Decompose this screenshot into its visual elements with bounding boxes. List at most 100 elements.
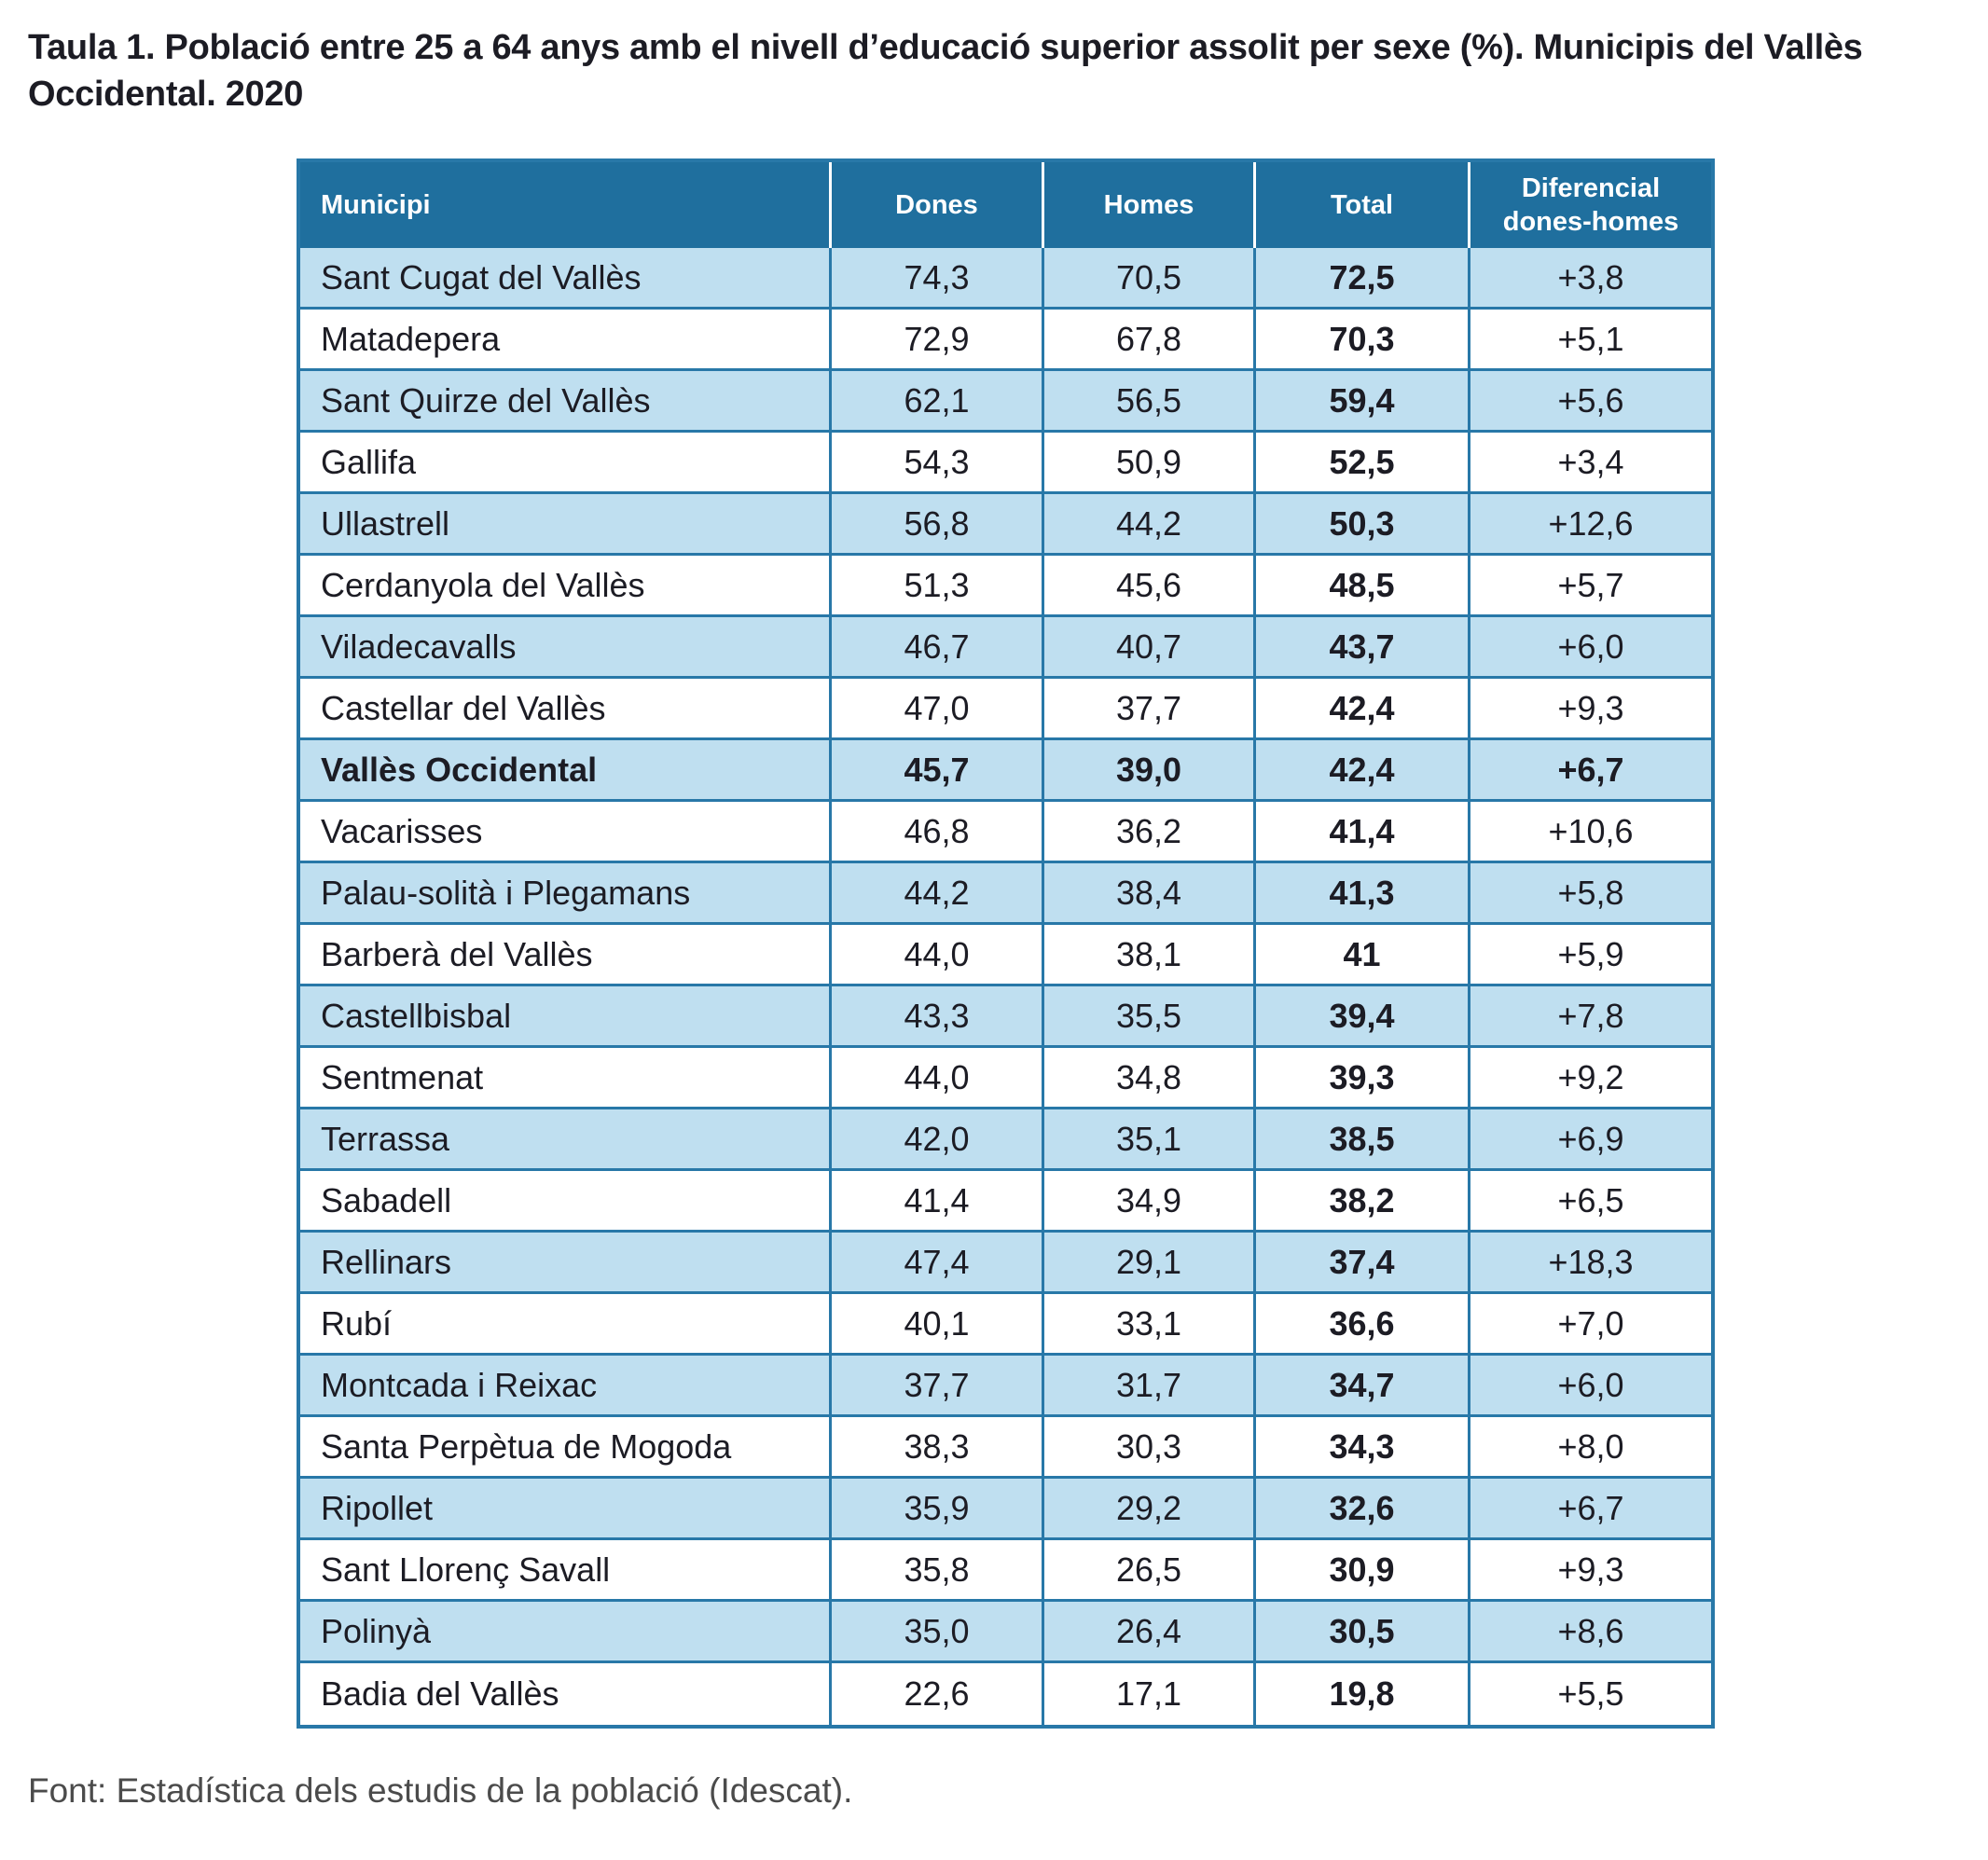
table-row: Polinyà 35,0 26,4 30,5 +8,6 (300, 1602, 1711, 1664)
table-row: Palau-solità i Plegamans 44,2 38,4 41,3 … (300, 863, 1711, 926)
cell-homes: 56,5 (1044, 371, 1256, 434)
table-row: Castellbisbal 43,3 35,5 39,4 +7,8 (300, 986, 1711, 1049)
cell-homes: 33,1 (1044, 1294, 1256, 1357)
cell-total: 59,4 (1256, 371, 1470, 434)
cell-total: 39,3 (1256, 1048, 1470, 1110)
cell-municipi: Badia del Vallès (300, 1663, 832, 1726)
cell-dones: 38,3 (832, 1417, 1044, 1480)
table-row: Rellinars 47,4 29,1 37,4 +18,3 (300, 1233, 1711, 1295)
cell-diferencial: +9,3 (1470, 1540, 1711, 1603)
cell-total: 52,5 (1256, 433, 1470, 495)
cell-dones: 43,3 (832, 986, 1044, 1049)
cell-municipi: Sant Llorenç Savall (300, 1540, 832, 1603)
table-body: Sant Cugat del Vallès 74,3 70,5 72,5 +3,… (300, 248, 1711, 1726)
table-row: Matadepera 72,9 67,8 70,3 +5,1 (300, 310, 1711, 372)
cell-homes: 31,7 (1044, 1356, 1256, 1418)
cell-dones: 72,9 (832, 310, 1044, 372)
table-row: Terrassa 42,0 35,1 38,5 +6,9 (300, 1109, 1711, 1172)
cell-dones: 35,8 (832, 1540, 1044, 1603)
cell-dones: 44,0 (832, 1048, 1044, 1110)
table-row: Sant Cugat del Vallès 74,3 70,5 72,5 +3,… (300, 248, 1711, 310)
cell-homes: 35,5 (1044, 986, 1256, 1049)
table-header: Municipi Dones Homes Total Diferencial d… (300, 162, 1711, 249)
table-row: Sentmenat 44,0 34,8 39,3 +9,2 (300, 1048, 1711, 1110)
cell-homes: 26,4 (1044, 1602, 1256, 1664)
cell-municipi: Palau-solità i Plegamans (300, 863, 832, 926)
cell-total: 41,3 (1256, 863, 1470, 926)
cell-municipi: Polinyà (300, 1602, 832, 1664)
cell-municipi: Sabadell (300, 1171, 832, 1233)
cell-total: 30,9 (1256, 1540, 1470, 1603)
cell-dones: 42,0 (832, 1109, 1044, 1172)
cell-municipi: Cerdanyola del Vallès (300, 556, 832, 618)
cell-homes: 67,8 (1044, 310, 1256, 372)
cell-dones: 35,0 (832, 1602, 1044, 1664)
cell-total: 41 (1256, 925, 1470, 987)
cell-homes: 45,6 (1044, 556, 1256, 618)
cell-municipi: Sentmenat (300, 1048, 832, 1110)
column-header-municipi: Municipi (300, 162, 832, 249)
cell-municipi: Viladecavalls (300, 617, 832, 680)
cell-total: 42,4 (1256, 679, 1470, 741)
cell-diferencial: +3,8 (1470, 248, 1711, 310)
cell-homes: 38,1 (1044, 925, 1256, 987)
table-row: Sant Llorenç Savall 35,8 26,5 30,9 +9,3 (300, 1540, 1711, 1603)
cell-municipi: Rubí (300, 1294, 832, 1357)
cell-homes: 34,8 (1044, 1048, 1256, 1110)
cell-municipi: Vallès Occidental (300, 740, 832, 803)
column-header-diferencial: Diferencial dones-homes (1470, 162, 1711, 249)
table-row: Ullastrell 56,8 44,2 50,3 +12,6 (300, 494, 1711, 557)
cell-homes: 70,5 (1044, 248, 1256, 310)
cell-diferencial: +12,6 (1470, 494, 1711, 557)
cell-homes: 40,7 (1044, 617, 1256, 680)
cell-homes: 29,2 (1044, 1479, 1256, 1541)
cell-diferencial: +6,0 (1470, 617, 1711, 680)
cell-diferencial: +6,7 (1470, 740, 1711, 803)
table-row: Badia del Vallès 22,6 17,1 19,8 +5,5 (300, 1663, 1711, 1726)
cell-dones: 35,9 (832, 1479, 1044, 1541)
cell-diferencial: +5,1 (1470, 310, 1711, 372)
cell-dones: 44,0 (832, 925, 1044, 987)
table-row: Barberà del Vallès 44,0 38,1 41 +5,9 (300, 925, 1711, 987)
cell-diferencial: +6,0 (1470, 1356, 1711, 1418)
column-header-total: Total (1256, 162, 1470, 249)
cell-municipi: Gallifa (300, 433, 832, 495)
cell-dones: 54,3 (832, 433, 1044, 495)
table-row: Santa Perpètua de Mogoda 38,3 30,3 34,3 … (300, 1417, 1711, 1480)
table-row: Castellar del Vallès 47,0 37,7 42,4 +9,3 (300, 679, 1711, 741)
cell-dones: 22,6 (832, 1663, 1044, 1726)
cell-homes: 44,2 (1044, 494, 1256, 557)
cell-homes: 26,5 (1044, 1540, 1256, 1603)
cell-dones: 44,2 (832, 863, 1044, 926)
cell-diferencial: +7,0 (1470, 1294, 1711, 1357)
cell-diferencial: +7,8 (1470, 986, 1711, 1049)
table-row: Sabadell 41,4 34,9 38,2 +6,5 (300, 1171, 1711, 1233)
cell-municipi: Sant Cugat del Vallès (300, 248, 832, 310)
cell-total: 70,3 (1256, 310, 1470, 372)
cell-dones: 62,1 (832, 371, 1044, 434)
cell-total: 38,2 (1256, 1171, 1470, 1233)
cell-municipi: Santa Perpètua de Mogoda (300, 1417, 832, 1480)
cell-total: 43,7 (1256, 617, 1470, 680)
cell-diferencial: +6,7 (1470, 1479, 1711, 1541)
cell-diferencial: +8,6 (1470, 1602, 1711, 1664)
cell-homes: 34,9 (1044, 1171, 1256, 1233)
cell-total: 42,4 (1256, 740, 1470, 803)
cell-dones: 47,0 (832, 679, 1044, 741)
cell-municipi: Terrassa (300, 1109, 832, 1172)
education-by-sex-table: Municipi Dones Homes Total Diferencial d… (297, 158, 1715, 1729)
cell-homes: 39,0 (1044, 740, 1256, 803)
cell-municipi: Castellar del Vallès (300, 679, 832, 741)
cell-dones: 47,4 (832, 1233, 1044, 1295)
cell-diferencial: +5,9 (1470, 925, 1711, 987)
table-row: Vallès Occidental 45,7 39,0 42,4 +6,7 (300, 740, 1711, 803)
cell-diferencial: +8,0 (1470, 1417, 1711, 1480)
cell-municipi: Montcada i Reixac (300, 1356, 832, 1418)
table-row: Rubí 40,1 33,1 36,6 +7,0 (300, 1294, 1711, 1357)
cell-total: 30,5 (1256, 1602, 1470, 1664)
cell-total: 36,6 (1256, 1294, 1470, 1357)
cell-total: 39,4 (1256, 986, 1470, 1049)
cell-municipi: Rellinars (300, 1233, 832, 1295)
cell-homes: 29,1 (1044, 1233, 1256, 1295)
